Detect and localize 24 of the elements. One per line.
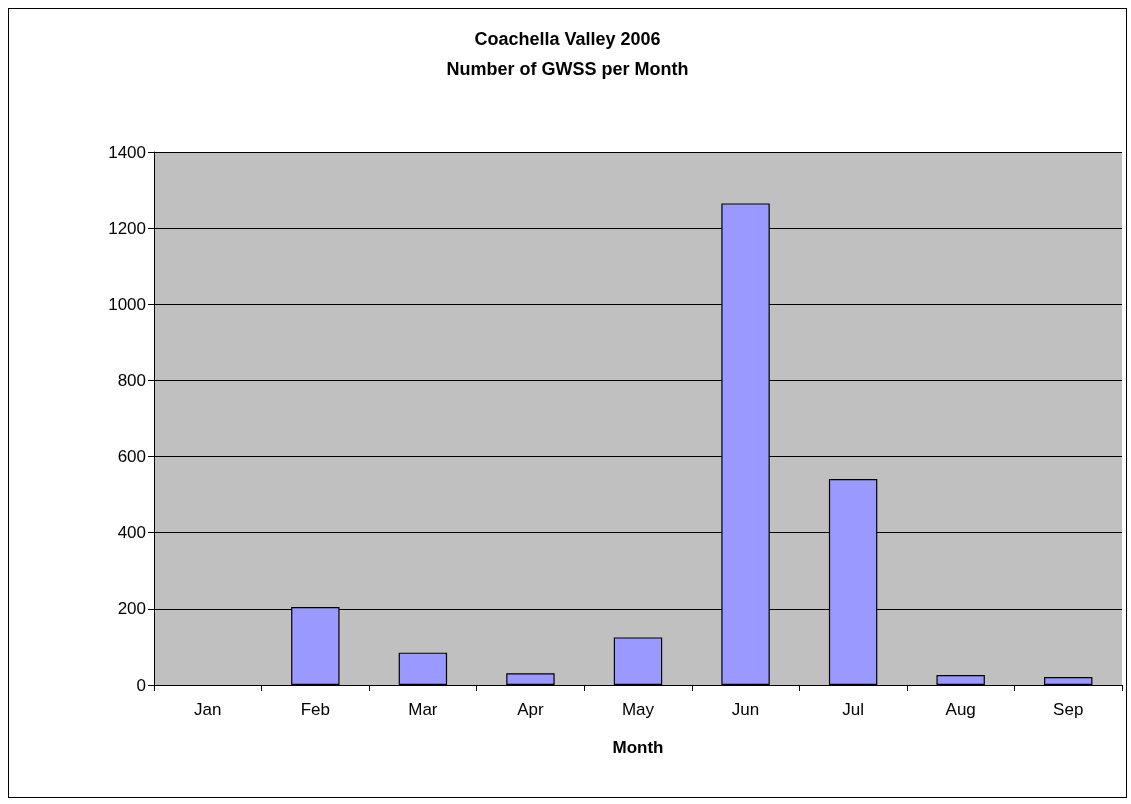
bar [613, 637, 663, 685]
y-tick-label: 0 [136, 675, 146, 695]
bar [506, 673, 555, 685]
bar [1044, 677, 1093, 685]
y-tick-label: 200 [117, 599, 146, 619]
y-tick-label: 400 [117, 523, 146, 543]
x-tick-label: Sep [1053, 700, 1084, 719]
x-tick-label: Jul [842, 700, 864, 719]
y-tick-label: 600 [117, 447, 146, 467]
x-tick-label: Mar [408, 700, 438, 719]
bar [936, 675, 985, 685]
x-tick-label: Apr [517, 700, 544, 719]
x-tick-label: Jun [731, 700, 760, 719]
chart-title: Coachella Valley 2006 Number of GWSS per Month [446, 29, 689, 79]
x-tick-label: May [621, 700, 655, 719]
y-tick-label: 1000 [108, 294, 146, 314]
y-tick-label: 1400 [108, 142, 146, 162]
x-tick-label: Aug [945, 700, 976, 719]
bar [398, 652, 448, 685]
y-tick-label: 1200 [108, 218, 146, 238]
y-tick-label: 800 [117, 370, 146, 390]
x-axis-title: Month [612, 738, 664, 757]
x-tick-label: Jan [194, 700, 222, 719]
x-tick-label: Feb [300, 700, 330, 719]
